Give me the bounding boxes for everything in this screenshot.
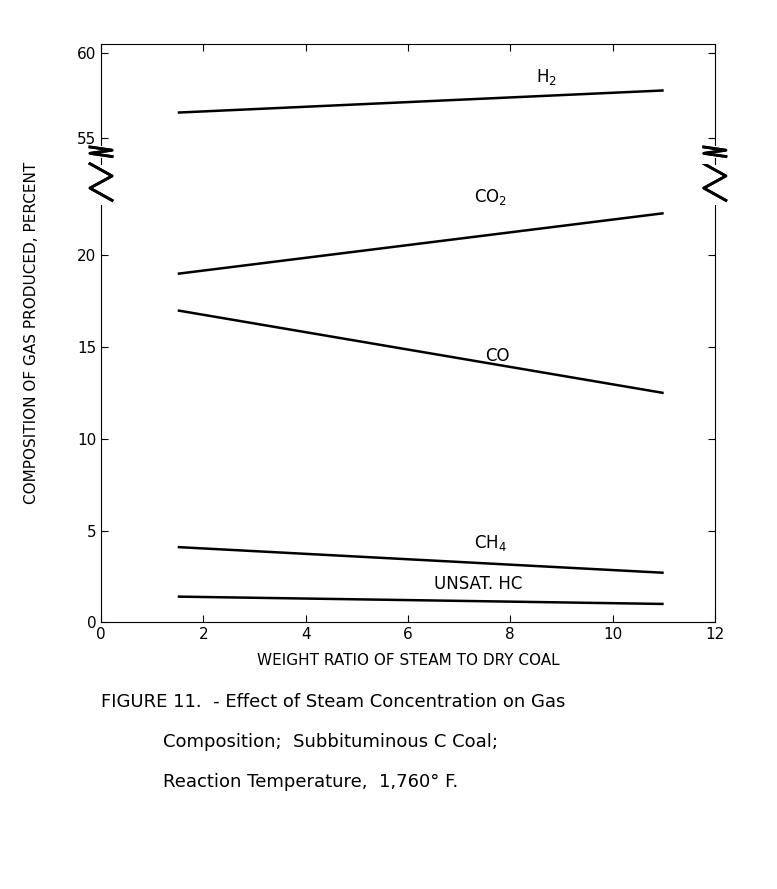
Polygon shape <box>87 146 115 157</box>
Text: UNSAT. HC: UNSAT. HC <box>434 575 522 593</box>
Text: FIGURE 11.  - Effect of Steam Concentration on Gas: FIGURE 11. - Effect of Steam Concentrati… <box>101 693 566 711</box>
Text: COMPOSITION OF GAS PRODUCED, PERCENT: COMPOSITION OF GAS PRODUCED, PERCENT <box>23 163 39 504</box>
Text: H$_2$: H$_2$ <box>536 67 557 87</box>
Text: Composition;  Subbituminous C Coal;: Composition; Subbituminous C Coal; <box>163 733 498 751</box>
Polygon shape <box>701 146 729 157</box>
Text: CH$_4$: CH$_4$ <box>475 533 507 554</box>
Text: CO: CO <box>485 348 509 365</box>
X-axis label: WEIGHT RATIO OF STEAM TO DRY COAL: WEIGHT RATIO OF STEAM TO DRY COAL <box>256 653 559 669</box>
Polygon shape <box>87 159 115 205</box>
Text: CO$_2$: CO$_2$ <box>475 187 507 207</box>
Text: Reaction Temperature,  1,760° F.: Reaction Temperature, 1,760° F. <box>163 773 458 791</box>
Polygon shape <box>701 159 729 205</box>
